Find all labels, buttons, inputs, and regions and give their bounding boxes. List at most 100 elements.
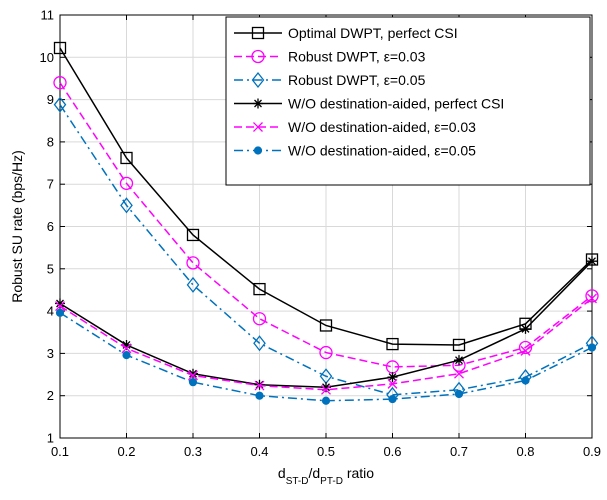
- legend-entry: W/O destination-aided, ε=0.05: [234, 143, 476, 159]
- data-point: [387, 372, 398, 383]
- legend-marker: [251, 49, 265, 64]
- legend: Optimal DWPT, perfect CSI Robust DWPT, ε=…: [225, 16, 591, 186]
- legend-label: W/O destination-aided, ε=0.05: [288, 143, 476, 159]
- data-point: [321, 382, 331, 393]
- data-point: [454, 389, 464, 399]
- data-point: [120, 151, 133, 165]
- y-tick-label: 4: [47, 304, 54, 319]
- data-point: [520, 345, 531, 356]
- data-point: [321, 396, 331, 405]
- y-tick-label: 8: [47, 134, 54, 149]
- data-point: [188, 378, 198, 387]
- data-point: [120, 197, 133, 214]
- legend-box: [225, 16, 591, 186]
- legend-label: Robust DWPT, ε=0.03: [288, 49, 426, 65]
- x-tick-label: 0.3: [184, 444, 202, 459]
- data-point: [319, 319, 333, 332]
- x-axis-label-mid: /d: [308, 465, 320, 481]
- series-line: [59, 47, 593, 346]
- data-point: [454, 368, 464, 379]
- legend-label: Robust DWPT, ε=0.05: [288, 72, 426, 88]
- data-point: [587, 343, 597, 352]
- data-point: [585, 289, 599, 303]
- y-tick-label: 3: [47, 346, 54, 361]
- series-line: [59, 82, 593, 368]
- legend-marker: [253, 122, 263, 132]
- data-point: [321, 384, 331, 395]
- data-point: [186, 228, 200, 242]
- x-axis-label-sub1: ST-D: [286, 476, 309, 487]
- data-point: [188, 370, 198, 381]
- data-point: [121, 343, 132, 354]
- legend-label: W/O destination-aided, perfect CSI: [288, 96, 504, 112]
- legend-entry: W/O destination-aided, perfect CSI: [234, 96, 504, 112]
- x-axis-label: dST-D/dPT-D ratio: [278, 465, 374, 487]
- data-point: [121, 339, 132, 350]
- legend-entry: W/O destination-aided, ε=0.03: [234, 119, 476, 135]
- x-axis-label-main: d: [278, 465, 286, 481]
- legend-marker: [253, 146, 263, 155]
- series-line: [59, 104, 593, 396]
- y-tick-label: 6: [47, 219, 54, 234]
- legend-label: Optimal DWPT, perfect CSI: [288, 25, 458, 41]
- x-tick-label: 0.2: [117, 444, 135, 459]
- y-tick-label: 5: [47, 261, 54, 276]
- data-point: [122, 350, 131, 360]
- x-axis-label-tail: ratio: [343, 465, 374, 481]
- y-tick-label: 9: [47, 92, 54, 107]
- x-tick-label: 0.9: [583, 444, 601, 459]
- data-point: [587, 293, 597, 304]
- data-point: [186, 276, 200, 293]
- x-axis-label-sub2: PT-D: [320, 476, 343, 487]
- series-6: [55, 308, 597, 405]
- y-tick-label: 11: [41, 8, 55, 23]
- series-line: [59, 297, 593, 391]
- legend-marker: [251, 71, 265, 89]
- data-point: [188, 368, 198, 379]
- x-tick-label: 0.1: [51, 444, 69, 459]
- y-axis-label: Robust SU rate (bps/Hz): [9, 150, 25, 303]
- data-point: [253, 282, 266, 296]
- series-3: [53, 96, 599, 403]
- data-point: [255, 391, 264, 400]
- legend-label: W/O destination-aided, ε=0.03: [288, 119, 476, 135]
- data-point: [254, 380, 265, 391]
- data-point: [387, 378, 398, 389]
- data-point: [253, 335, 266, 352]
- legend-marker: [251, 26, 265, 40]
- legend-entry: Robust DWPT, ε=0.05: [234, 71, 426, 89]
- data-point: [186, 256, 200, 270]
- data-point: [252, 312, 267, 326]
- legend-entry: Optimal DWPT, perfect CSI: [234, 25, 458, 41]
- y-tick-label: 2: [47, 388, 54, 403]
- data-point: [454, 355, 464, 366]
- x-tick-label: 0.6: [383, 444, 401, 459]
- x-tick-label: 0.7: [450, 444, 468, 459]
- y-tick-label: 10: [40, 50, 54, 65]
- data-point: [452, 338, 466, 352]
- series-5: [55, 293, 597, 395]
- x-tick-label: 0.4: [250, 444, 268, 459]
- x-tick-label: 0.5: [317, 444, 335, 459]
- data-point: [53, 96, 67, 113]
- data-point: [319, 345, 333, 360]
- data-point: [521, 376, 530, 385]
- y-tick-label: 7: [47, 177, 54, 192]
- x-tick-label: 0.8: [516, 444, 534, 459]
- data-point: [53, 76, 67, 90]
- y-tick-label: 1: [47, 431, 54, 446]
- data-point: [55, 308, 65, 317]
- legend-entry: Robust DWPT, ε=0.03: [234, 49, 426, 65]
- data-point: [587, 256, 597, 267]
- data-point: [520, 323, 531, 334]
- data-point: [388, 394, 397, 404]
- data-point: [518, 340, 533, 355]
- data-point: [55, 301, 65, 311]
- series-layer: [53, 41, 599, 405]
- data-point: [55, 298, 65, 309]
- series-2: [53, 76, 599, 374]
- data-point: [386, 337, 399, 351]
- data-point: [119, 176, 134, 191]
